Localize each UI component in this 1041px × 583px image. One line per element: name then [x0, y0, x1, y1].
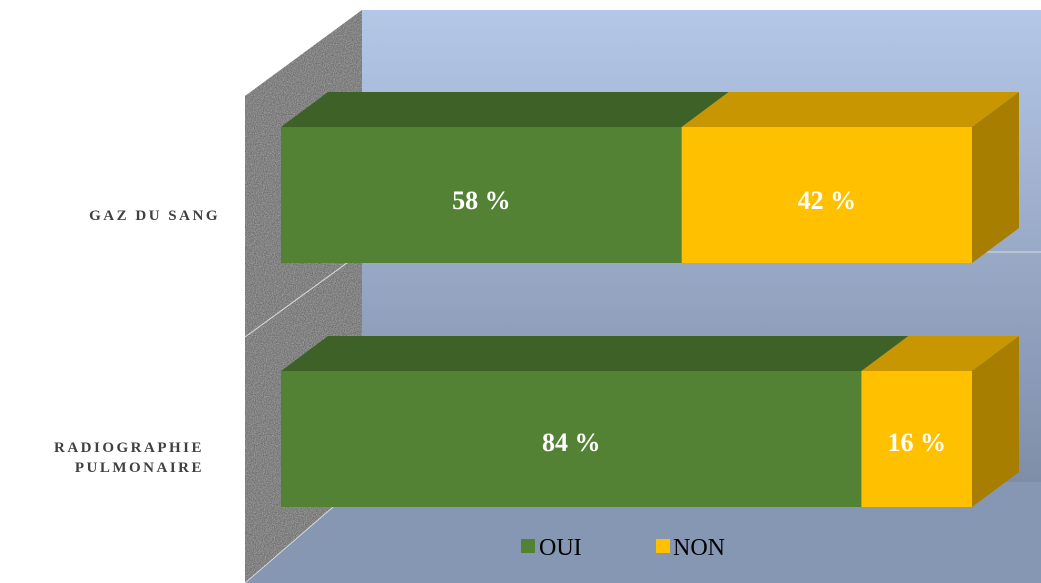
bar-side-non-1 — [972, 336, 1019, 507]
bar-top-non-1 — [861, 336, 1019, 371]
gridline-side — [244, 251, 363, 338]
data-label-oui-1: 84 % — [542, 428, 601, 457]
legend-label-oui: OUI — [539, 535, 582, 561]
floor — [245, 482, 1041, 583]
bar-oui-1 — [281, 371, 862, 507]
bar-top-oui-0 — [281, 92, 729, 127]
category-label-0: GAZ DU SANG — [89, 208, 220, 224]
data-label-non-1: 16 % — [887, 428, 946, 457]
category-label-1: PULMONAIRE — [75, 460, 204, 476]
bar-top-non-0 — [681, 92, 1019, 127]
data-label-non-0: 42 % — [798, 186, 857, 215]
legend-swatch-non — [656, 539, 670, 553]
legend-swatch-oui — [521, 539, 535, 553]
data-labels: 58 % 42 % 84 % 16 % — [452, 186, 946, 457]
legend-label-non: NON — [673, 535, 725, 561]
legend: OUI NON — [521, 535, 725, 561]
category-labels: GAZ DU SANG RADIOGRAPHIE PULMONAIRE — [54, 208, 220, 476]
bar-oui-0 — [281, 127, 682, 263]
bar-non-0 — [681, 127, 972, 263]
bars — [281, 92, 1019, 507]
bar-top-oui-1 — [281, 336, 909, 371]
category-label-1: RADIOGRAPHIE — [54, 440, 204, 456]
data-label-oui-0: 58 % — [452, 186, 511, 215]
bar-non-1 — [861, 371, 972, 507]
bar-side-non-0 — [972, 92, 1019, 263]
